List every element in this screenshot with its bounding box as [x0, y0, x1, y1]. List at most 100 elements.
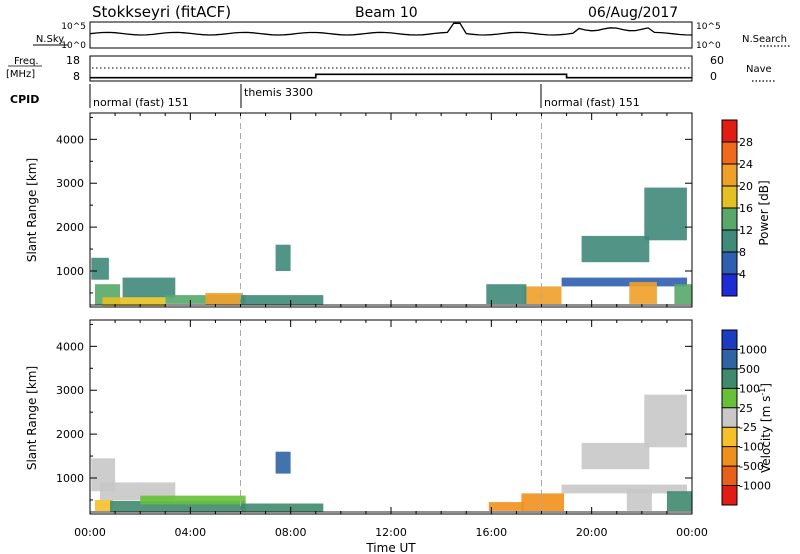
time-x-axis: 00:00 04:00 08:00 12:00 16:00 20:00 00:00 [74, 526, 708, 539]
power-colorbar-swatch [722, 142, 737, 164]
y-tick-label: 3000 [56, 177, 84, 190]
power-colorbar-tick-label: 12 [739, 224, 753, 237]
power-data [90, 113, 692, 307]
y-tick-label: 1000 [56, 472, 84, 485]
power-colorbar-swatch [722, 252, 737, 274]
nsearch-tick-bottom: 10^0 [696, 41, 721, 51]
power-colorbar-swatch [722, 274, 737, 296]
velocity-colorbar-swatch [722, 485, 737, 505]
velocity-colorbar-tick-label: 100 [739, 382, 760, 395]
x-tick-label: 04:00 [174, 526, 206, 539]
velocity-colorbar-tick-label: -1000 [739, 480, 771, 493]
velocity-colorbar-swatch [722, 330, 737, 350]
nsky-tick-top: 10^5 [61, 22, 86, 32]
power-colorbar-swatch [722, 120, 737, 142]
cpid-segment-1: normal (fast) 151 [93, 96, 189, 109]
echo-patch [561, 277, 687, 287]
cpid-strip: CPID normal (fast) 151 themis 3300 norma… [10, 84, 640, 109]
cpid-label: CPID [10, 93, 39, 106]
echo-patch [275, 244, 291, 271]
noise-panel: N.Sky 10^5 10^0 N.Search 10^5 10^0 [33, 21, 790, 51]
power-y-axis: 1000 2000 3000 4000 [56, 113, 693, 307]
power-colorbar-swatch [722, 164, 737, 186]
y-tick-label: 4000 [56, 340, 84, 353]
power-colorbar-tick-label: 28 [739, 136, 753, 149]
echo-patch [561, 484, 687, 494]
x-axis-label: Time UT [365, 541, 416, 554]
velocity-panel: 1000 2000 3000 4000 00:00 04:00 08:00 12:00 16:… [25, 319, 773, 554]
velocity-colorbar-swatch [722, 388, 737, 408]
velocity-colorbar-tick-label: -25 [739, 421, 757, 434]
echo-patch [581, 235, 650, 263]
cpid-segment-3: normal (fast) 151 [544, 96, 640, 109]
echo-patch [122, 277, 176, 298]
power-ylabel: Slant Range [km] [25, 158, 39, 262]
nsky-trace [89, 22, 693, 36]
echo-patch [205, 293, 243, 305]
y-tick-label: 2000 [56, 428, 84, 441]
y-tick-label: 1000 [56, 265, 84, 278]
nave-tick-bottom: 0 [710, 70, 717, 83]
echo-patch [523, 286, 562, 304]
nsky-label: N.Sky [36, 34, 64, 45]
freq-tick-bottom: 8 [73, 70, 80, 83]
nsearch-tick-top: 10^5 [696, 22, 721, 32]
freq-nave-panel: Freq. [MHz] 18 8 60 0 Nave [6, 54, 776, 83]
velocity-colorbar-frame [721, 329, 738, 506]
velocity-colorbar-swatch [722, 349, 737, 369]
x-tick-label: 12:00 [375, 526, 407, 539]
velocity-y-axis: 1000 2000 3000 4000 [56, 320, 693, 514]
echo-patch [644, 394, 687, 448]
station-title: Stokkseyri (fitACF) [92, 3, 231, 21]
power-colorbar-swatch [722, 208, 737, 230]
noise-panel-frame [89, 21, 693, 49]
power-colorbar-tick-label: 8 [739, 246, 746, 259]
nsearch-label: N.Search [742, 34, 787, 45]
power-colorbar-swatch [722, 230, 737, 252]
velocity-colorbar-tick-label: -500 [739, 460, 764, 473]
velocity-colorbar-swatch [722, 466, 737, 486]
echo-patch [644, 187, 687, 241]
power-colorbar-tick-label: 16 [739, 202, 753, 215]
echo-patch [486, 284, 527, 304]
velocity-colorbar-tick-label: 500 [739, 363, 760, 376]
nave-label: Nave [746, 64, 772, 75]
echo-patch [102, 297, 166, 307]
echo-patch [240, 503, 324, 512]
echo-patch [629, 282, 657, 304]
echo-patch [110, 500, 246, 512]
echo-patch [140, 495, 246, 505]
freq-tick-top: 18 [66, 54, 80, 67]
velocity-colorbar-tick-label: -100 [739, 441, 764, 454]
echo-patch [521, 493, 564, 511]
velocity-colorbar: 1000 500 100 25 -25 -100 -500 -1000 [721, 329, 771, 506]
y-tick-label: 4000 [56, 133, 84, 146]
power-colorbar: 4 8 12 16 20 24 28 [721, 119, 753, 297]
echo-patch [581, 442, 650, 470]
velocity-colorbar-tick-label: 25 [739, 402, 753, 415]
y-tick-label: 2000 [56, 221, 84, 234]
x-tick-label: 08:00 [275, 526, 307, 539]
x-tick-label: 00:00 [74, 526, 106, 539]
velocity-colorbar-label: Velocity [m s-1] [758, 383, 773, 473]
velocity-unit-bracket: ] [759, 383, 773, 388]
freq-label-top: Freq. [14, 56, 39, 67]
beam-title: Beam 10 [355, 5, 418, 21]
power-colorbar-tick-label: 20 [739, 180, 753, 193]
velocity-colorbar-label-text: Velocity [m s [759, 396, 773, 473]
velocity-colorbar-swatch [722, 407, 737, 428]
echo-patch [674, 284, 692, 304]
nsky-tick-bottom: 10^0 [61, 41, 86, 51]
velocity-unit-exponent: -1 [758, 388, 767, 396]
velocity-ylabel: Slant Range [km] [25, 366, 39, 470]
velocity-data [90, 320, 692, 514]
cpid-segment-2: themis 3300 [244, 86, 313, 99]
power-colorbar-tick-label: 4 [739, 268, 746, 281]
x-tick-label: 20:00 [576, 526, 608, 539]
x-tick-label: 00:00 [676, 526, 708, 539]
freq-label-bottom: [MHz] [6, 69, 35, 80]
echo-patch [626, 489, 652, 511]
echo-patch [95, 500, 113, 511]
y-tick-label: 3000 [56, 384, 84, 397]
